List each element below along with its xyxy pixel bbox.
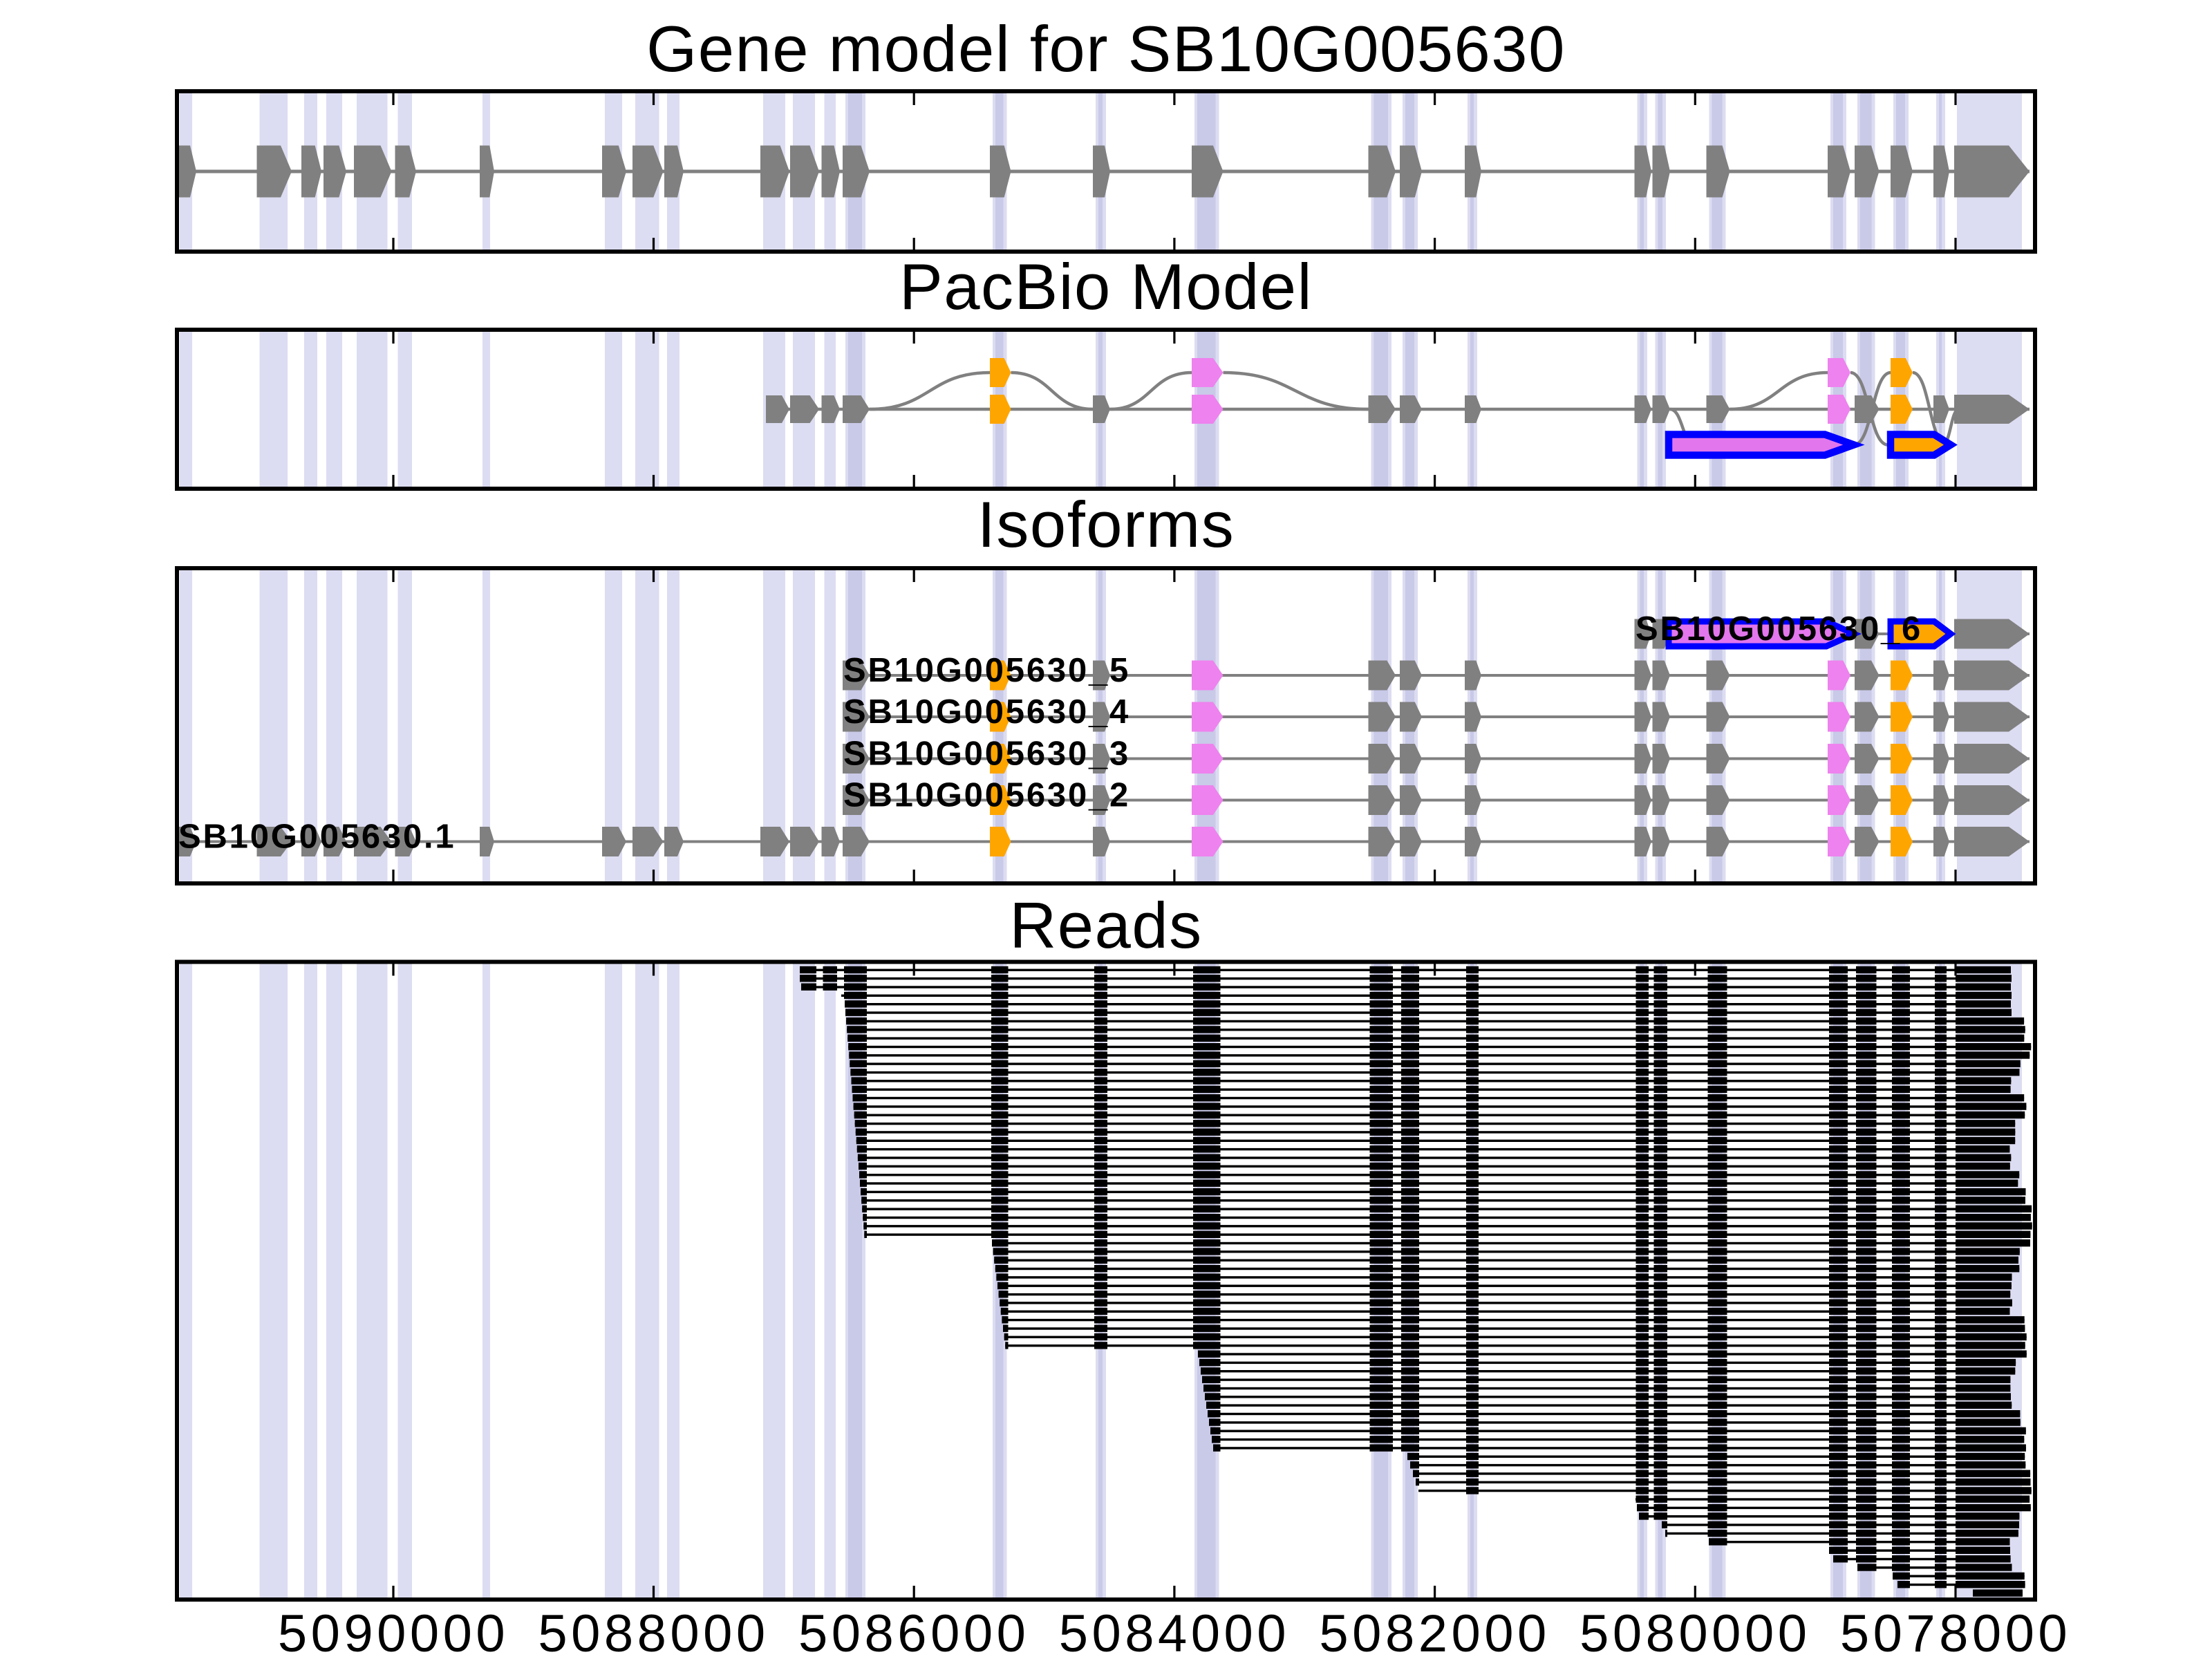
svg-text:SB10G005630_2: SB10G005630_2 [843,777,1130,814]
svg-text:Isoforms: Isoforms [977,488,1235,561]
svg-text:Gene model for SB10G005630: Gene model for SB10G005630 [646,12,1566,85]
svg-text:SB10G005630.1: SB10G005630.1 [178,818,456,856]
svg-text:SB10G005630_3: SB10G005630_3 [843,735,1130,773]
svg-text:5082000: 5082000 [1319,1604,1550,1659]
svg-text:5078000: 5078000 [1840,1604,2071,1659]
svg-text:5086000: 5086000 [798,1604,1029,1659]
svg-text:SB10G005630_6: SB10G005630_6 [1635,610,1922,648]
svg-text:5088000: 5088000 [538,1604,769,1659]
svg-text:SB10G005630_4: SB10G005630_4 [843,693,1130,731]
svg-text:5084000: 5084000 [1059,1604,1290,1659]
svg-text:5080000: 5080000 [1580,1604,1810,1659]
svg-text:SB10G005630_5: SB10G005630_5 [843,652,1130,689]
svg-text:5090000: 5090000 [278,1604,509,1659]
svg-text:PacBio Model: PacBio Model [899,250,1313,323]
svg-text:Reads: Reads [1009,889,1202,962]
